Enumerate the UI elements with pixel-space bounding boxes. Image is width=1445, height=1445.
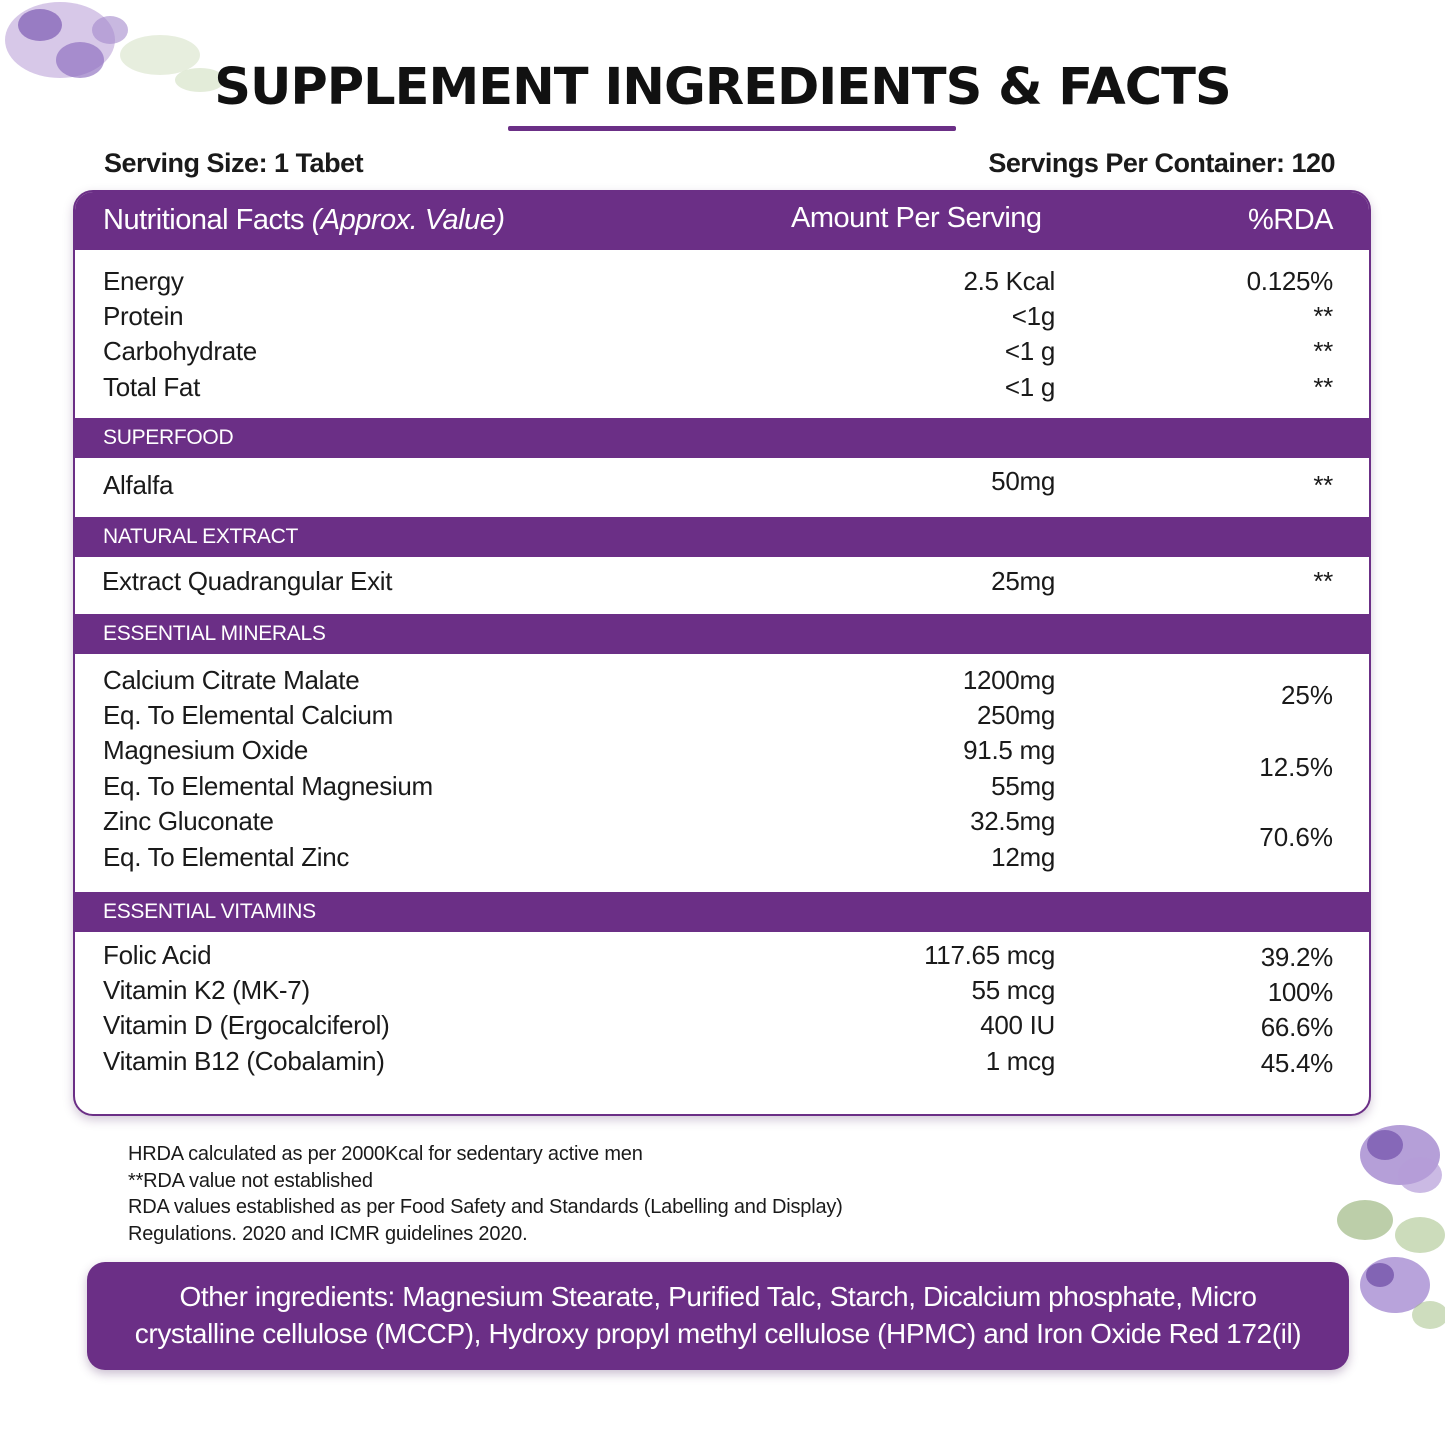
row-rda: ** [1313, 470, 1333, 500]
section-essential-vitamins: ESSENTIAL VITAMINS [75, 892, 1369, 932]
row-rda: ** [1313, 566, 1333, 596]
calcium-rda: 25% [1280, 680, 1333, 710]
zinc-rda: 70.6% [1259, 822, 1333, 852]
row-rda: ** [1313, 336, 1333, 366]
alfalfa-flower-decoration [1337, 1125, 1445, 1329]
table-row: Magnesium Oxide 91.5 mg [75, 735, 1369, 771]
table-row: Vitamin B12 (Cobalamin) 1 mcg 45.4% [75, 1046, 1369, 1082]
row-amount: 250mg [977, 700, 1055, 730]
row-name: Folic Acid [103, 940, 212, 970]
footnote-line: RDA values established as per Food Safet… [128, 1196, 843, 1218]
row-rda: 100% [1267, 977, 1334, 1007]
row-name: Alfalfa [103, 470, 174, 500]
table-row: Protein <1g ** [75, 301, 1369, 337]
other-ingredients-line: crystalline cellulose (MCCP), Hydroxy pr… [134, 1318, 1302, 1349]
other-ingredients: Other ingredients: Magnesium Stearate, P… [87, 1262, 1349, 1370]
row-amount: <1 g [1004, 336, 1055, 366]
row-name: Energy [103, 266, 184, 296]
row-amount: 2.5 Kcal [963, 266, 1055, 296]
row-name: Carbohydrate [103, 336, 257, 366]
table-row: Eq. To Elemental Zinc 12mg [75, 842, 1369, 878]
row-name: Eq. To Elemental Zinc [103, 842, 350, 872]
footnote-line: **RDA value not established [128, 1169, 373, 1192]
row-name: Protein [103, 301, 184, 331]
header-name: Nutritional Facts (Approx. Value) [103, 204, 505, 237]
row-rda: 39.2% [1260, 942, 1334, 972]
title-underline [508, 126, 956, 131]
row-name: Total Fat [103, 372, 201, 402]
page-title: SUPPLEMENT INGREDIENTS & FACTS [214, 58, 1231, 117]
footnotes: HRDA calculated as per 2000Kcal for sede… [128, 1141, 843, 1247]
table-row: Extract Quadrangular Exit 25mg ** [75, 566, 1369, 602]
lavender-flower-decoration [5, 2, 225, 92]
row-amount: 91.5 mg [963, 735, 1055, 765]
row-name: Eq. To Elemental Magnesium [103, 771, 433, 801]
table-row: Vitamin D (Ergocalciferol) 400 IU 66.6% [75, 1010, 1369, 1046]
table-row: Energy 2.5 Kcal 0.125% [75, 266, 1369, 302]
row-rda: ** [1313, 372, 1333, 402]
servings-per-container: Servings Per Container: 120 [988, 148, 1335, 178]
section-natural-extract: NATURAL EXTRACT [75, 517, 1369, 557]
row-amount: 117.65 mcg [924, 940, 1055, 970]
magnesium-rda: 12.5% [1259, 752, 1333, 782]
table-row: Eq. To Elemental Magnesium 55mg [75, 771, 1369, 807]
table-row: Alfalfa 50mg ** [75, 466, 1369, 506]
section-superfood: SUPERFOOD [75, 418, 1369, 458]
footnote-line: HRDA calculated as per 2000Kcal for sede… [128, 1143, 643, 1165]
footnote-line: Regulations. 2020 and ICMR guidelines 20… [128, 1222, 528, 1245]
row-rda: 0.125% [1246, 266, 1334, 296]
table-row: Zinc Gluconate 32.5mg [75, 806, 1369, 842]
row-name: Vitamin D (Ergocalciferol) [103, 1010, 390, 1040]
row-name: Extract Quadrangular Exit [102, 566, 393, 596]
row-amount: 50mg [991, 466, 1055, 496]
other-ingredients-line: Other ingredients: Magnesium Stearate, P… [179, 1281, 1257, 1312]
row-amount: 32.5mg [970, 806, 1055, 836]
table-row: Total Fat <1 g ** [75, 372, 1369, 408]
header-name-label: Nutritional Facts [103, 204, 305, 236]
table-row: Carbohydrate <1 g ** [75, 336, 1369, 372]
row-amount: 400 IU [980, 1010, 1055, 1040]
table-row: Folic Acid 117.65 mcg 39.2% [75, 940, 1369, 976]
row-name: Zinc Gluconate [103, 806, 274, 836]
table-row: Calcium Citrate Malate 1200mg [75, 665, 1369, 701]
row-name: Vitamin K2 (MK-7) [103, 975, 310, 1005]
table-row: Vitamin K2 (MK-7) 55 mcg 100% [75, 975, 1369, 1011]
header-amount: Amount Per Serving [791, 202, 1042, 234]
row-rda: 66.6% [1260, 1012, 1334, 1042]
table-row: Eq. To Elemental Calcium 250mg [75, 700, 1369, 736]
row-amount: 55 mcg [971, 975, 1056, 1005]
row-amount: 1200mg [962, 665, 1055, 695]
row-amount: 25mg [991, 566, 1055, 596]
row-amount: 1 mcg [985, 1046, 1056, 1076]
row-rda: 45.4% [1260, 1048, 1334, 1078]
row-amount: <1 g [1004, 372, 1055, 402]
row-amount: <1g [1011, 301, 1056, 331]
row-amount: 55mg [991, 771, 1055, 801]
row-name: Magnesium Oxide [103, 735, 309, 765]
row-name: Vitamin B12 (Cobalamin) [103, 1046, 385, 1076]
row-amount: 12mg [991, 842, 1055, 872]
section-essential-minerals: ESSENTIAL MINERALS [75, 614, 1369, 654]
row-rda: ** [1313, 301, 1333, 331]
facts-table: Nutritional Facts (Approx. Value) Amount… [73, 190, 1371, 1116]
table-header: Nutritional Facts (Approx. Value) Amount… [75, 192, 1369, 250]
header-rda: %RDA [1247, 204, 1334, 236]
row-name: Calcium Citrate Malate [103, 665, 360, 695]
header-name-note: (Approx. Value) [311, 204, 505, 236]
row-name: Eq. To Elemental Calcium [103, 700, 394, 730]
serving-size: Serving Size: 1 Tabet [104, 148, 364, 178]
